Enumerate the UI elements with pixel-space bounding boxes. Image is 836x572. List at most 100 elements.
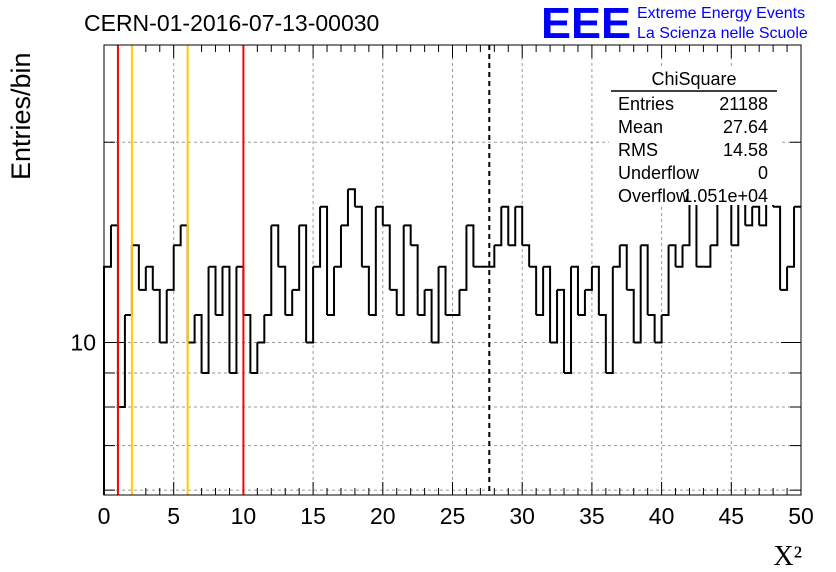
x-tick-label: 45 — [719, 503, 745, 529]
histogram-bin — [187, 314, 196, 344]
stats-title: ChiSquare — [651, 69, 736, 89]
x-tick-label: 40 — [649, 503, 675, 529]
histogram-bin — [536, 266, 545, 316]
histogram-bin — [347, 188, 356, 207]
histogram-bin — [138, 266, 147, 291]
histogram-bin — [494, 206, 503, 247]
stats-value-underflow: 0 — [758, 163, 768, 183]
x-axis-label: X² — [773, 541, 802, 572]
histogram-bin — [787, 206, 796, 268]
eee-logo: EEE Extreme Energy Events La Scienza nel… — [541, 0, 808, 48]
histogram-bin — [382, 224, 391, 290]
histogram-bin — [584, 266, 593, 291]
x-tick-label: 0 — [98, 503, 111, 529]
histogram-bin — [731, 189, 740, 247]
histogram-bin — [424, 288, 433, 343]
x-tick-label: 25 — [440, 503, 466, 529]
histogram-bin — [466, 224, 475, 267]
histogram-bin — [591, 265, 600, 315]
stats-label-mean: Mean — [618, 117, 663, 137]
logo-line2: La Scienza nelle Scuole — [637, 25, 808, 42]
histogram-bin — [557, 288, 566, 373]
histogram-bin — [166, 245, 175, 291]
histogram-bin — [299, 224, 308, 343]
histogram-bin — [508, 206, 517, 247]
histogram-bin — [410, 244, 419, 315]
histogram-bin — [605, 266, 614, 374]
histogram-bin — [152, 288, 161, 343]
logo-line1: Extreme Energy Events — [637, 5, 805, 22]
histogram-bin — [661, 245, 670, 316]
histogram-bin — [564, 266, 572, 374]
histogram-bin — [403, 224, 412, 246]
histogram-bin — [452, 289, 461, 316]
stats-label-rms: RMS — [618, 140, 658, 160]
histogram-bin — [229, 266, 238, 374]
histogram-bin — [215, 266, 224, 316]
histogram-bin — [313, 206, 322, 268]
histogram-bin — [250, 342, 259, 374]
stats-value-mean: 27.64 — [723, 117, 768, 137]
histogram-bin — [180, 224, 189, 343]
y-axis-label: Entries/bin — [6, 52, 36, 180]
histogram-bin — [675, 245, 684, 268]
logo-mark: EEE — [541, 0, 631, 48]
x-tick-label: 10 — [231, 503, 257, 529]
histogram-bin — [543, 265, 552, 343]
x-tick-label: 30 — [509, 503, 535, 529]
histogram-bin — [522, 244, 531, 267]
histogram-bin — [222, 265, 231, 373]
stats-value-entries: 21188 — [719, 94, 768, 114]
histogram-bin — [354, 205, 363, 267]
histogram-bin — [243, 313, 252, 373]
histogram-bin — [668, 244, 677, 267]
histogram-bin — [292, 225, 301, 291]
x-tick-label: 15 — [300, 503, 326, 529]
histogram-bin — [487, 245, 496, 268]
histogram-bin — [780, 266, 789, 291]
histogram-bin — [236, 265, 245, 315]
histogram-bin — [633, 245, 642, 344]
histogram-bin — [626, 288, 635, 343]
x-tick-label: 50 — [788, 503, 814, 529]
histogram-bin — [327, 266, 336, 316]
stats-box-bg — [609, 69, 779, 205]
histogram-bin — [417, 289, 426, 316]
y-tick-label: 10 — [70, 330, 96, 356]
histogram-bin — [145, 265, 154, 290]
histogram-bin — [334, 225, 342, 268]
histogram-bin — [340, 189, 349, 227]
histogram-bin — [438, 265, 447, 315]
histogram-bin — [570, 265, 579, 315]
stats-label-overflow: Overflow — [618, 186, 690, 206]
histogram-bin — [703, 245, 712, 268]
stats-value-rms: 14.58 — [723, 140, 768, 160]
histogram-bin — [389, 288, 398, 315]
histogram-bin — [529, 265, 538, 315]
stats-label-entries: Entries — [618, 94, 674, 114]
plot-frame — [103, 44, 802, 496]
histogram-bin — [375, 205, 384, 226]
histogram-bin — [612, 245, 621, 268]
x-tick-label: 5 — [167, 503, 180, 529]
histogram-bin — [368, 206, 377, 316]
histogram-bin — [773, 205, 782, 290]
histogram-bin — [459, 225, 468, 291]
histogram-bin — [159, 289, 168, 344]
histogram-bin — [194, 313, 203, 373]
histogram-bin — [124, 245, 133, 316]
histogram-bin — [131, 244, 140, 290]
histogram-bin — [745, 206, 754, 227]
stats-box: ChiSquare Entries 21188 Mean 27.64 RMS 1… — [609, 69, 779, 206]
histogram-bin — [173, 225, 182, 247]
histogram-bin — [619, 244, 628, 290]
histogram-bin — [501, 205, 510, 246]
histogram-bin — [515, 205, 524, 246]
histogram-bin — [682, 189, 691, 247]
histogram-bin — [264, 225, 273, 316]
histogram-bin — [361, 265, 370, 315]
histogram-bin — [117, 314, 126, 409]
stats-label-underflow: Underflow — [618, 163, 700, 183]
histogram-bin — [577, 289, 586, 316]
